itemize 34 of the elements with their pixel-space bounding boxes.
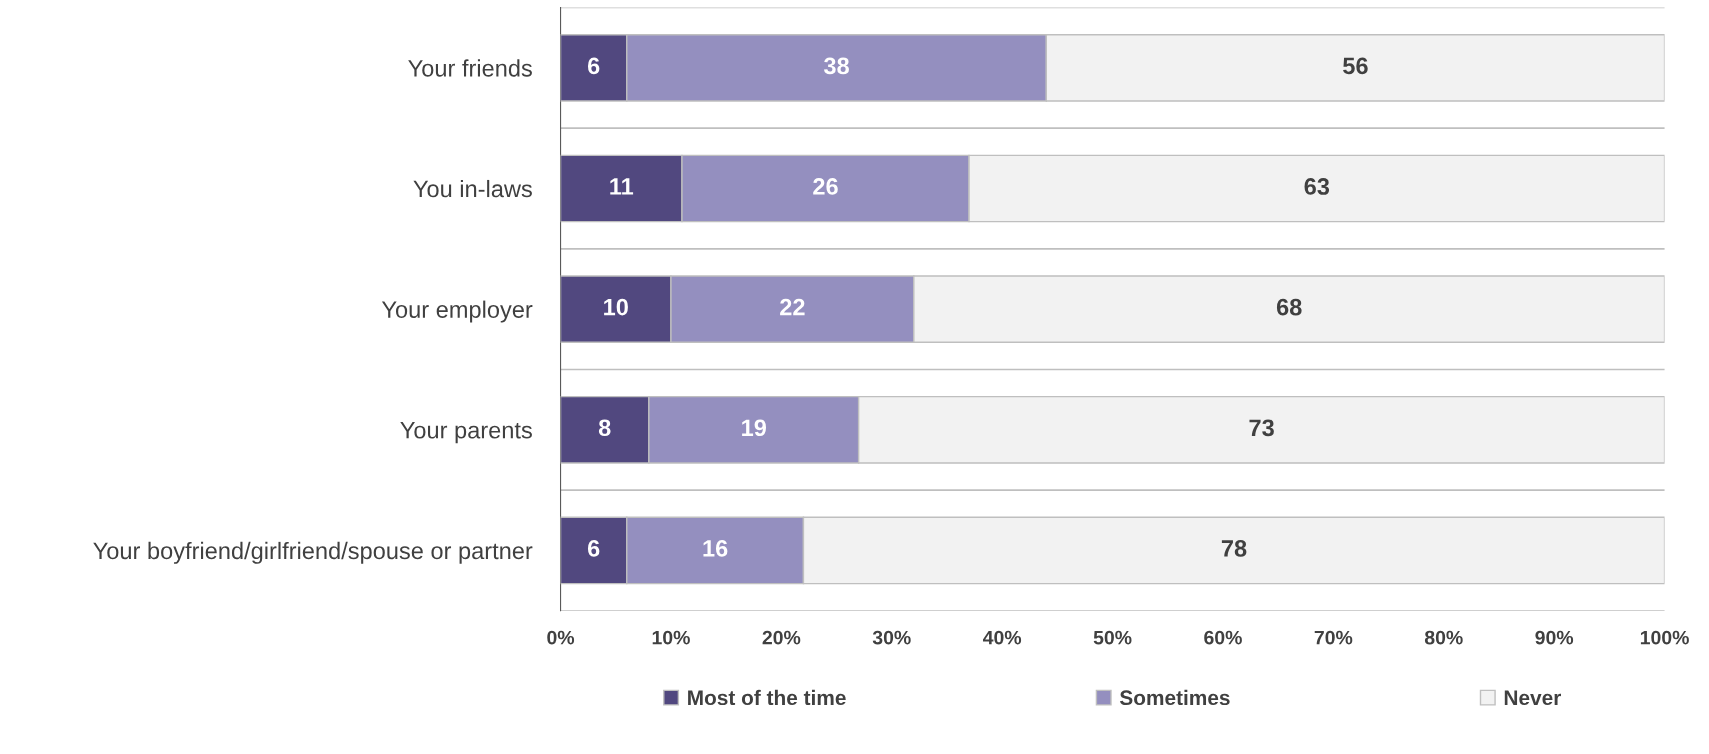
y-tick-label: Your boyfriend/girlfriend/spouse or partner xyxy=(93,541,533,564)
x-tick-label: 30% xyxy=(872,630,911,645)
x-tick-label: 10% xyxy=(652,630,690,645)
x-tick-label: 40% xyxy=(982,630,1022,645)
data-label: 68 xyxy=(1276,298,1302,316)
legend-label: Never xyxy=(1504,690,1562,706)
data-label: 38 xyxy=(823,57,849,75)
data-label: 6 xyxy=(587,540,600,557)
data-label: 26 xyxy=(813,178,838,195)
x-tick-label: 50% xyxy=(1093,630,1132,645)
data-label: 19 xyxy=(742,419,767,437)
legend-label: Most of the time xyxy=(688,689,846,706)
data-label: 8 xyxy=(598,419,611,437)
data-label: 63 xyxy=(1304,178,1330,195)
data-label: 16 xyxy=(703,540,728,557)
x-tick-label: 100% xyxy=(1640,630,1689,645)
x-tick-label: 20% xyxy=(762,630,801,645)
data-label: 11 xyxy=(610,178,634,195)
x-tick-label: 0% xyxy=(547,630,575,645)
data-label: 10 xyxy=(604,298,628,316)
x-tick-label: 80% xyxy=(1424,630,1463,645)
y-tick-label: You in-laws xyxy=(413,179,532,198)
data-label: 22 xyxy=(780,298,805,316)
y-tick-label: Your parents xyxy=(400,422,532,444)
data-label: 73 xyxy=(1249,419,1274,437)
legend-label: Sometimes xyxy=(1119,689,1230,706)
y-tick-label: Your employer xyxy=(381,300,533,323)
data-label: 56 xyxy=(1343,57,1368,75)
data-label: 6 xyxy=(587,57,600,75)
y-tick-label: Your friends xyxy=(408,59,532,77)
x-tick-label: 60% xyxy=(1204,630,1242,645)
x-tick-label: 70% xyxy=(1314,630,1353,645)
x-tick-label: 90% xyxy=(1535,630,1574,645)
data-label: 78 xyxy=(1221,540,1247,557)
